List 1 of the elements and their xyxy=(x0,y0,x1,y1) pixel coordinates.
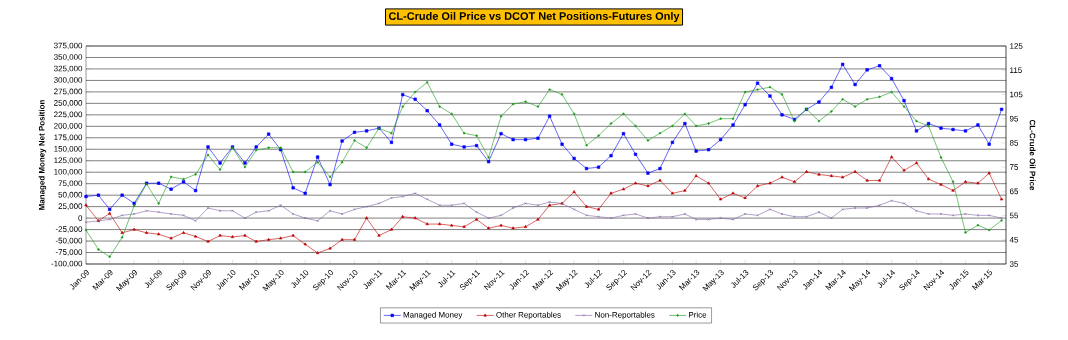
chart-title: CL-Crude Oil Price vs DCOT Net Positions-Futures Only xyxy=(388,11,680,23)
